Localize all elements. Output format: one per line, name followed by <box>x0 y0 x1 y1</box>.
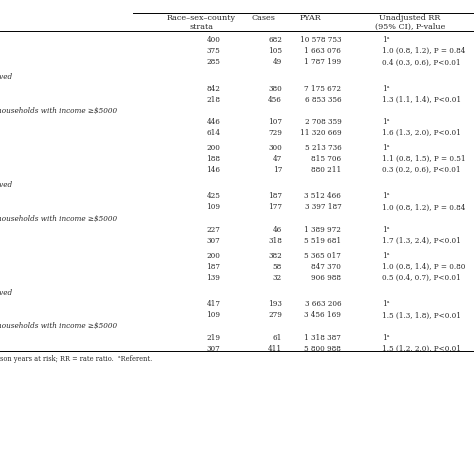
Text: 107: 107 <box>268 118 282 126</box>
Text: 682: 682 <box>268 36 282 44</box>
Text: Cases: Cases <box>251 14 275 22</box>
Text: 1ᵃ: 1ᵃ <box>382 118 389 126</box>
Text: 380: 380 <box>268 84 282 92</box>
Text: Race–sex–county
strata: Race–sex–county strata <box>167 14 236 31</box>
Text: 375: 375 <box>207 47 220 55</box>
Text: 5 519 681: 5 519 681 <box>304 237 341 245</box>
Text: 847 370: 847 370 <box>311 263 341 271</box>
Text: 187: 187 <box>206 263 220 271</box>
Text: 456: 456 <box>268 96 282 104</box>
Text: 729: 729 <box>268 129 282 137</box>
Text: 1.7 (1.3, 2.4), P<0.01: 1.7 (1.3, 2.4), P<0.01 <box>382 237 460 245</box>
Text: 1ᵃ: 1ᵃ <box>382 84 389 92</box>
Text: 177: 177 <box>268 203 282 211</box>
Text: 614: 614 <box>206 129 220 137</box>
Text: 17: 17 <box>273 166 282 174</box>
Text: 880 211: 880 211 <box>311 166 341 174</box>
Text: 1.3 (1.1, 1.4), P<0.01: 1.3 (1.1, 1.4), P<0.01 <box>382 96 461 104</box>
Text: 1ᵃ: 1ᵃ <box>382 334 389 342</box>
Text: 417: 417 <box>206 300 220 308</box>
Text: 1.5 (1.2, 2.0), P<0.01: 1.5 (1.2, 2.0), P<0.01 <box>382 345 461 353</box>
Text: 300: 300 <box>268 144 282 152</box>
Text: 3 397 187: 3 397 187 <box>304 203 341 211</box>
Text: 11 320 669: 11 320 669 <box>300 129 341 137</box>
Text: 1 787 199: 1 787 199 <box>304 58 341 66</box>
Text: 1ᵃ: 1ᵃ <box>382 192 389 201</box>
Text: 425: 425 <box>207 192 220 201</box>
Text: 2 708 359: 2 708 359 <box>304 118 341 126</box>
Text: 307: 307 <box>207 237 220 245</box>
Text: n of households with income ≥$5000: n of households with income ≥$5000 <box>0 215 117 223</box>
Text: 1.6 (1.3, 2.0), P<0.01: 1.6 (1.3, 2.0), P<0.01 <box>382 129 460 137</box>
Text: 187: 187 <box>268 192 282 201</box>
Text: 0.5 (0.4, 0.7), P<0.01: 0.5 (0.4, 0.7), P<0.01 <box>382 274 460 282</box>
Text: 1ᵃ: 1ᵃ <box>382 226 389 234</box>
Text: Unadjusted RR
(95% CI), P-value: Unadjusted RR (95% CI), P-value <box>375 14 445 31</box>
Text: PYAR: PYAR <box>300 14 321 22</box>
Text: 382: 382 <box>268 252 282 260</box>
Text: 139: 139 <box>207 274 220 282</box>
Text: 279: 279 <box>268 311 282 319</box>
Text: 46: 46 <box>273 226 282 234</box>
Text: 1ᵃ: 1ᵃ <box>382 36 389 44</box>
Text: 3 512 466: 3 512 466 <box>304 192 341 201</box>
Text: 105: 105 <box>268 47 282 55</box>
Text: 0.3 (0.2, 0.6), P<0.01: 0.3 (0.2, 0.6), P<0.01 <box>382 166 460 174</box>
Text: 227: 227 <box>207 226 220 234</box>
Text: 5 213 736: 5 213 736 <box>304 144 341 152</box>
Text: 1ᵃ: 1ᵃ <box>382 252 389 260</box>
Text: 219: 219 <box>206 334 220 342</box>
Text: 815 706: 815 706 <box>311 155 341 163</box>
Text: 193: 193 <box>268 300 282 308</box>
Text: 411: 411 <box>268 345 282 353</box>
Text: 49: 49 <box>273 58 282 66</box>
Text: 200: 200 <box>207 144 220 152</box>
Text: n of households with income ≥$5000: n of households with income ≥$5000 <box>0 107 117 115</box>
Text: 446: 446 <box>207 118 220 126</box>
Text: 7 175 672: 7 175 672 <box>304 84 341 92</box>
Text: 1 318 387: 1 318 387 <box>304 334 341 342</box>
Text: 146: 146 <box>206 166 220 174</box>
Text: 400: 400 <box>207 36 220 44</box>
Text: 200: 200 <box>207 252 220 260</box>
Text: 188: 188 <box>206 155 220 163</box>
Text: 5 800 988: 5 800 988 <box>304 345 341 353</box>
Text: 285: 285 <box>207 58 220 66</box>
Text: 3 456 169: 3 456 169 <box>304 311 341 319</box>
Text: 1.5 (1.3, 1.8), P<0.01: 1.5 (1.3, 1.8), P<0.01 <box>382 311 461 319</box>
Text: 32: 32 <box>273 274 282 282</box>
Text: 307: 307 <box>207 345 220 353</box>
Text: 5 365 017: 5 365 017 <box>304 252 341 260</box>
Text: n of households with income ≥$5000: n of households with income ≥$5000 <box>0 322 117 330</box>
Text: = person years at risk; RR = rate ratio.  ᵃReferent.: = person years at risk; RR = rate ratio.… <box>0 355 152 363</box>
Text: 1.1 (0.8, 1.5), P = 0.51: 1.1 (0.8, 1.5), P = 0.51 <box>382 155 465 163</box>
Text: n moved: n moved <box>0 181 12 189</box>
Text: 3 663 206: 3 663 206 <box>305 300 341 308</box>
Text: 906 988: 906 988 <box>311 274 341 282</box>
Text: n moved: n moved <box>0 73 12 82</box>
Text: 109: 109 <box>206 311 220 319</box>
Text: 1ᵃ: 1ᵃ <box>382 300 389 308</box>
Text: 61: 61 <box>273 334 282 342</box>
Text: 10 578 753: 10 578 753 <box>300 36 341 44</box>
Text: 109: 109 <box>206 203 220 211</box>
Text: 318: 318 <box>268 237 282 245</box>
Text: 1ᵃ: 1ᵃ <box>382 144 389 152</box>
Text: 218: 218 <box>206 96 220 104</box>
Text: 58: 58 <box>273 263 282 271</box>
Text: 1.0 (0.8, 1.2), P = 0.84: 1.0 (0.8, 1.2), P = 0.84 <box>382 47 465 55</box>
Text: 842: 842 <box>207 84 220 92</box>
Text: 1.0 (0.8, 1.2), P = 0.84: 1.0 (0.8, 1.2), P = 0.84 <box>382 203 465 211</box>
Text: 1.0 (0.8, 1.4), P = 0.80: 1.0 (0.8, 1.4), P = 0.80 <box>382 263 465 271</box>
Text: 1 663 076: 1 663 076 <box>304 47 341 55</box>
Text: 6 853 356: 6 853 356 <box>305 96 341 104</box>
Text: 1 389 972: 1 389 972 <box>304 226 341 234</box>
Text: n moved: n moved <box>0 289 12 297</box>
Text: 47: 47 <box>273 155 282 163</box>
Text: 0.4 (0.3, 0.6), P<0.01: 0.4 (0.3, 0.6), P<0.01 <box>382 58 460 66</box>
